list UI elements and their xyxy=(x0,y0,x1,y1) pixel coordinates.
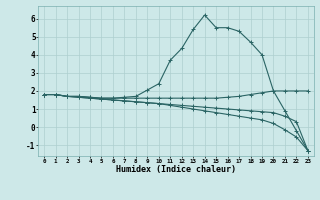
X-axis label: Humidex (Indice chaleur): Humidex (Indice chaleur) xyxy=(116,165,236,174)
